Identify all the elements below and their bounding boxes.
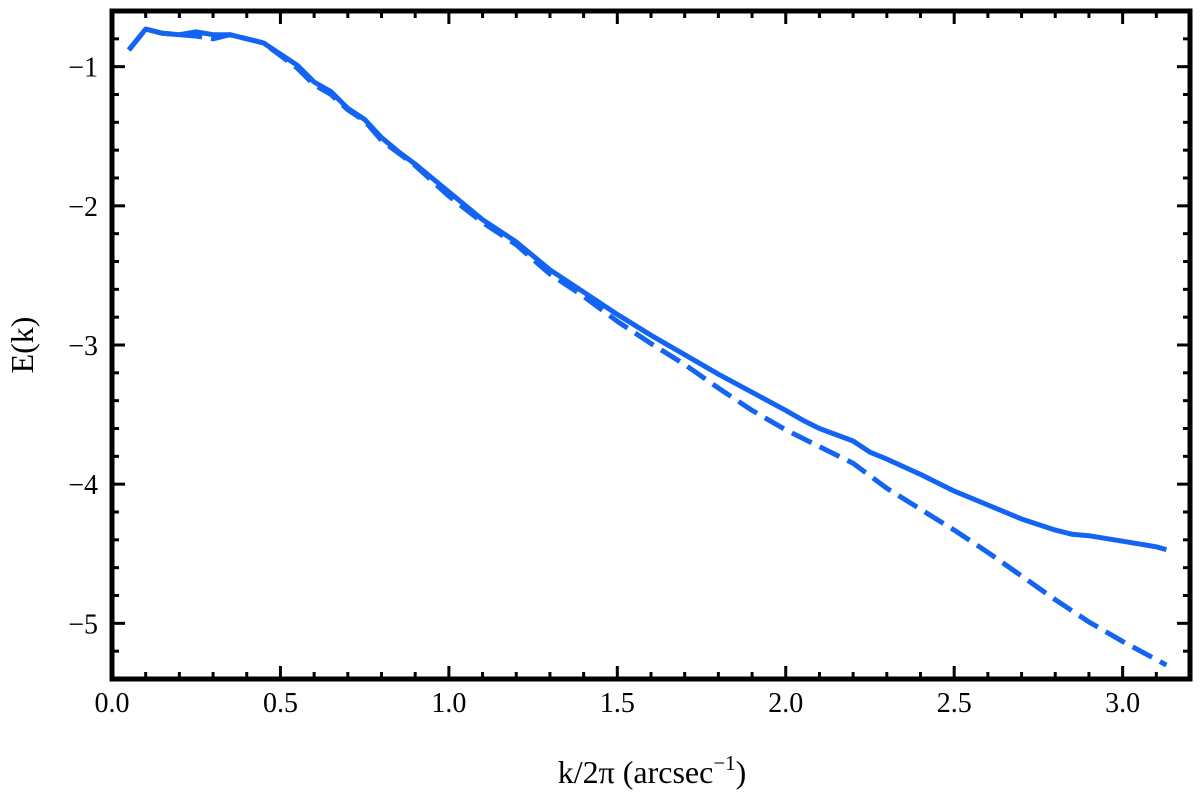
y-tick-label: −1 bbox=[68, 53, 98, 84]
y-tick-labels: −1 −2 −3 −4 −5 bbox=[68, 53, 98, 641]
x-axis-label: k/2π (arcsec−1) bbox=[558, 751, 747, 790]
x-tick-labels: 0.0 0.5 1.0 1.5 2.0 2.5 3.0 bbox=[95, 688, 1141, 719]
x-tick-label: 0.5 bbox=[263, 688, 298, 719]
series-layer bbox=[126, 26, 1168, 668]
y-tick-label: −3 bbox=[68, 331, 98, 362]
series-line-dashed bbox=[126, 26, 1168, 668]
x-tick-label: 1.0 bbox=[431, 688, 466, 719]
series-line-solid bbox=[126, 26, 1168, 553]
x-tick-label: 2.5 bbox=[937, 688, 972, 719]
y-axis-label: E(k) bbox=[4, 317, 40, 374]
x-tick-label: 0.0 bbox=[95, 688, 130, 719]
y-tick-label: −2 bbox=[68, 192, 98, 223]
x-tick-label: 1.5 bbox=[600, 688, 635, 719]
y-tick-label: −5 bbox=[68, 609, 98, 640]
plot-frame bbox=[109, 8, 1193, 682]
y-tick-label: −4 bbox=[68, 470, 98, 501]
x-tick-label: 3.0 bbox=[1105, 688, 1140, 719]
x-tick-label: 2.0 bbox=[768, 688, 803, 719]
